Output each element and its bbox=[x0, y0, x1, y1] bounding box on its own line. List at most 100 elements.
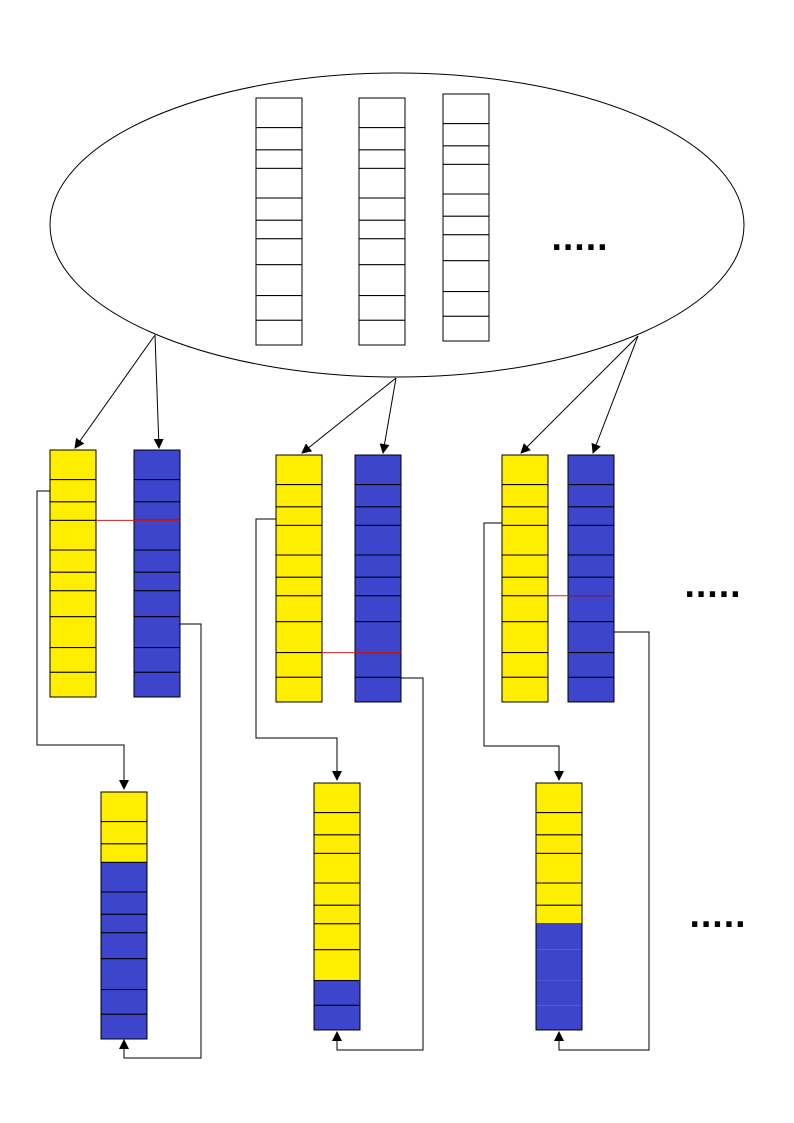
gene bbox=[255, 149, 303, 169]
population-chromosomes bbox=[255, 93, 490, 346]
gene bbox=[133, 501, 181, 521]
gene bbox=[354, 506, 402, 526]
gene bbox=[133, 549, 181, 573]
gene bbox=[49, 519, 97, 551]
gene bbox=[358, 97, 406, 129]
gene bbox=[133, 671, 181, 698]
gene bbox=[442, 93, 490, 125]
connector-parent-b-1 bbox=[119, 623, 202, 1059]
gene bbox=[133, 616, 181, 649]
gene bbox=[133, 519, 181, 551]
gene bbox=[442, 163, 490, 195]
gene bbox=[501, 524, 549, 556]
gene bbox=[313, 852, 361, 884]
gene bbox=[313, 904, 361, 925]
connector-parent-a-2 bbox=[255, 518, 342, 781]
selection-arrow bbox=[591, 335, 639, 454]
population-chromosome bbox=[255, 97, 303, 346]
gene bbox=[354, 621, 402, 654]
parent-chromosome-a bbox=[501, 454, 549, 703]
gene bbox=[313, 949, 361, 982]
gene bbox=[49, 590, 97, 618]
gene bbox=[100, 861, 148, 893]
connector-parent-b-3 bbox=[554, 631, 650, 1051]
gene bbox=[255, 264, 303, 297]
gene bbox=[275, 576, 323, 597]
gene bbox=[313, 980, 361, 1006]
gene bbox=[133, 479, 181, 503]
chromosome-outline bbox=[501, 454, 549, 703]
gene bbox=[313, 1004, 361, 1031]
gene bbox=[501, 454, 549, 486]
gene bbox=[442, 215, 490, 236]
gene bbox=[535, 882, 583, 906]
gene bbox=[133, 647, 181, 673]
chromosome-outline bbox=[358, 97, 406, 346]
gene bbox=[567, 652, 615, 678]
offspring-continuation-dots: ..... bbox=[689, 900, 746, 935]
gene bbox=[49, 501, 97, 521]
selection-arrow bbox=[153, 334, 164, 449]
gene bbox=[358, 238, 406, 266]
selection-arrow bbox=[379, 377, 397, 454]
gene bbox=[358, 295, 406, 321]
gene bbox=[49, 571, 97, 592]
gene bbox=[255, 127, 303, 151]
gene bbox=[133, 590, 181, 618]
gene bbox=[567, 524, 615, 556]
gene bbox=[275, 621, 323, 654]
gene bbox=[100, 958, 148, 991]
gene bbox=[255, 219, 303, 240]
gene bbox=[100, 843, 148, 863]
offspring-chromosomes bbox=[100, 782, 583, 1040]
gene bbox=[354, 454, 402, 486]
gene bbox=[354, 652, 402, 678]
gene bbox=[275, 595, 323, 623]
gene bbox=[100, 989, 148, 1015]
chromosome-outline bbox=[354, 454, 402, 703]
gene bbox=[358, 127, 406, 151]
gene bbox=[255, 238, 303, 266]
gene bbox=[313, 812, 361, 836]
crossover-connectors bbox=[36, 490, 650, 1059]
selection-arrow bbox=[520, 335, 639, 454]
gene bbox=[442, 291, 490, 317]
population-continuation-dots: ..... bbox=[551, 223, 608, 258]
gene bbox=[501, 506, 549, 526]
gene bbox=[501, 554, 549, 578]
gene bbox=[275, 484, 323, 508]
gene bbox=[501, 652, 549, 678]
gene bbox=[100, 791, 148, 823]
gene bbox=[501, 621, 549, 654]
gene bbox=[275, 676, 323, 703]
gene bbox=[442, 123, 490, 147]
offspring-chromosome bbox=[535, 782, 583, 1031]
gene bbox=[442, 193, 490, 217]
selection-arrows bbox=[74, 334, 639, 454]
gene bbox=[442, 234, 490, 262]
chromosome-outline bbox=[442, 93, 490, 342]
selection-arrow bbox=[301, 377, 397, 454]
connector-parent-a-3 bbox=[483, 522, 564, 781]
chromosome-outline bbox=[313, 782, 361, 1031]
gene bbox=[313, 923, 361, 951]
chromosome-outline bbox=[133, 449, 181, 698]
gene bbox=[49, 479, 97, 503]
gene bbox=[275, 506, 323, 526]
gene bbox=[536, 949, 582, 981]
gene bbox=[358, 149, 406, 169]
gene bbox=[567, 554, 615, 578]
gene bbox=[358, 219, 406, 240]
gene bbox=[255, 167, 303, 199]
gene bbox=[536, 923, 582, 950]
gene bbox=[100, 821, 148, 845]
gene bbox=[535, 812, 583, 836]
gene bbox=[567, 576, 615, 597]
gene bbox=[255, 319, 303, 346]
gene bbox=[275, 454, 323, 486]
gene bbox=[49, 671, 97, 698]
chromosome-outline bbox=[255, 97, 303, 346]
parent-chromosome-b bbox=[567, 454, 615, 703]
gene bbox=[442, 145, 490, 165]
